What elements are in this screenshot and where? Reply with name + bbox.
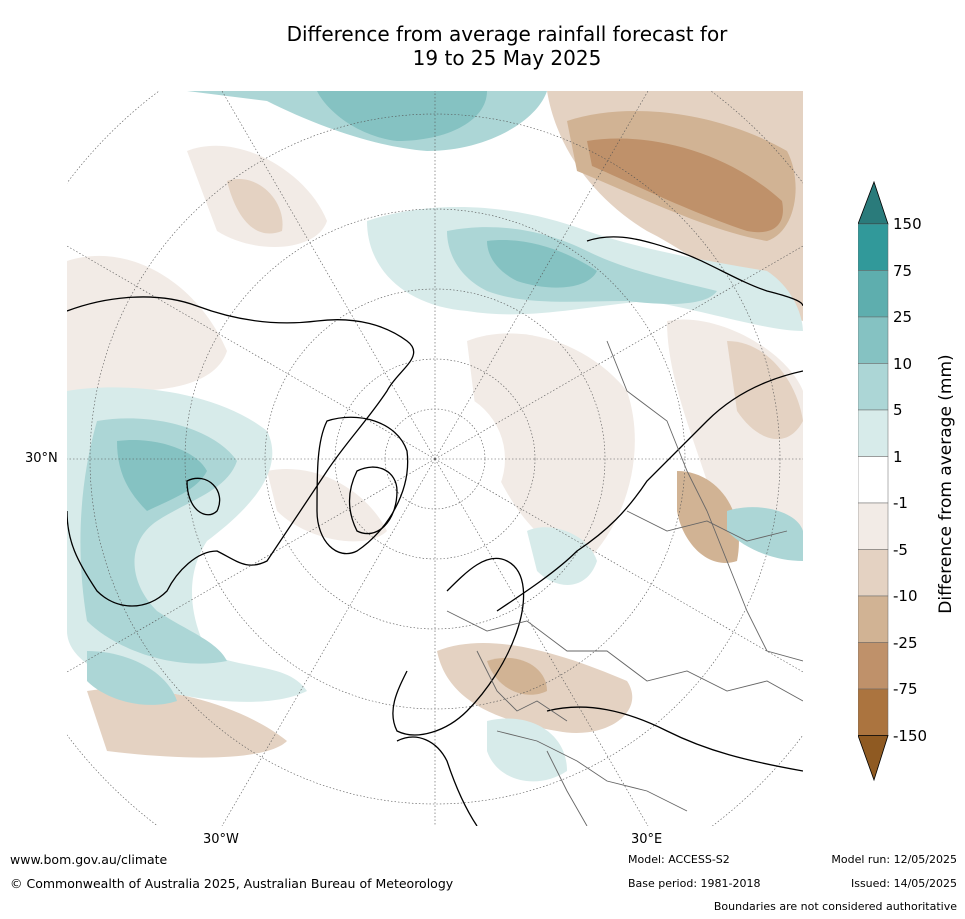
colorbar-tick: -75: [893, 680, 918, 698]
colorbar-band-1-5: [858, 409, 889, 457]
colorbar-band-dry-75-150: [858, 688, 889, 736]
lon-label-30w: 30°W: [203, 832, 239, 847]
colorbar-extend-dry: [858, 735, 889, 782]
copyright-text: © Commonwealth of Australia 2025, Austra…: [10, 876, 454, 891]
title-line-1: Difference from average rainfall forecas…: [286, 22, 728, 46]
coastlines: [67, 236, 803, 826]
colorbar-band-75-150: [858, 223, 889, 271]
colorbar-band-10-25: [858, 316, 889, 364]
colorbar-tick: 150: [893, 215, 922, 233]
colorbar-tick: -150: [893, 726, 928, 745]
lat-label-30n: 30°N: [25, 451, 58, 466]
base-period-text: Base period: 1981-2018: [628, 877, 761, 890]
forecast-map: [67, 91, 803, 826]
colorbar-band-dry-25-75: [858, 642, 889, 690]
colorbar-tick: 1: [893, 447, 903, 466]
colorbar-tick: 25: [893, 308, 913, 326]
colorbar-tick: -1: [893, 494, 908, 512]
map-title: Difference from average rainfall forecas…: [0, 22, 965, 70]
model-run-text: Model run: 12/05/2025: [831, 853, 957, 866]
country-borders: [446, 340, 803, 826]
colorbar-tick: -5: [893, 540, 908, 559]
title-line-2: 19 to 25 May 2025: [412, 46, 602, 70]
lon-label-30e: 30°E: [631, 832, 663, 847]
colorbar-tick: 75: [893, 261, 913, 280]
issued-text: Issued: 14/05/2025: [850, 877, 957, 890]
colorbar: [858, 180, 889, 782]
colorbar-band-neutral: [858, 456, 889, 504]
colorbar-band-dry-5-10: [858, 549, 889, 597]
graticule: [67, 91, 803, 826]
colorbar-tick: 5: [893, 401, 903, 419]
colorbar-tick: -10: [893, 587, 918, 605]
colorbar-band-dry-10-25: [858, 595, 889, 643]
website-link[interactable]: www.bom.gov.au/climate: [10, 852, 168, 867]
colorbar-band-25-75: [858, 270, 889, 318]
map-canvas: [67, 91, 803, 826]
colorbar-label: Difference from average (mm): [936, 354, 956, 614]
colorbar-band-5-10: [858, 363, 889, 411]
colorbar-tick: 10: [893, 354, 913, 373]
colorbar-extend-wet: [858, 180, 889, 225]
colorbar-band-dry-1-5: [858, 502, 889, 550]
colorbar-tick: -25: [893, 633, 918, 652]
model-text: Model: ACCESS-S2: [628, 853, 730, 866]
rainfall-anomaly-shading: [67, 91, 803, 826]
boundaries-note: Boundaries are not considered authoritat…: [713, 900, 957, 913]
